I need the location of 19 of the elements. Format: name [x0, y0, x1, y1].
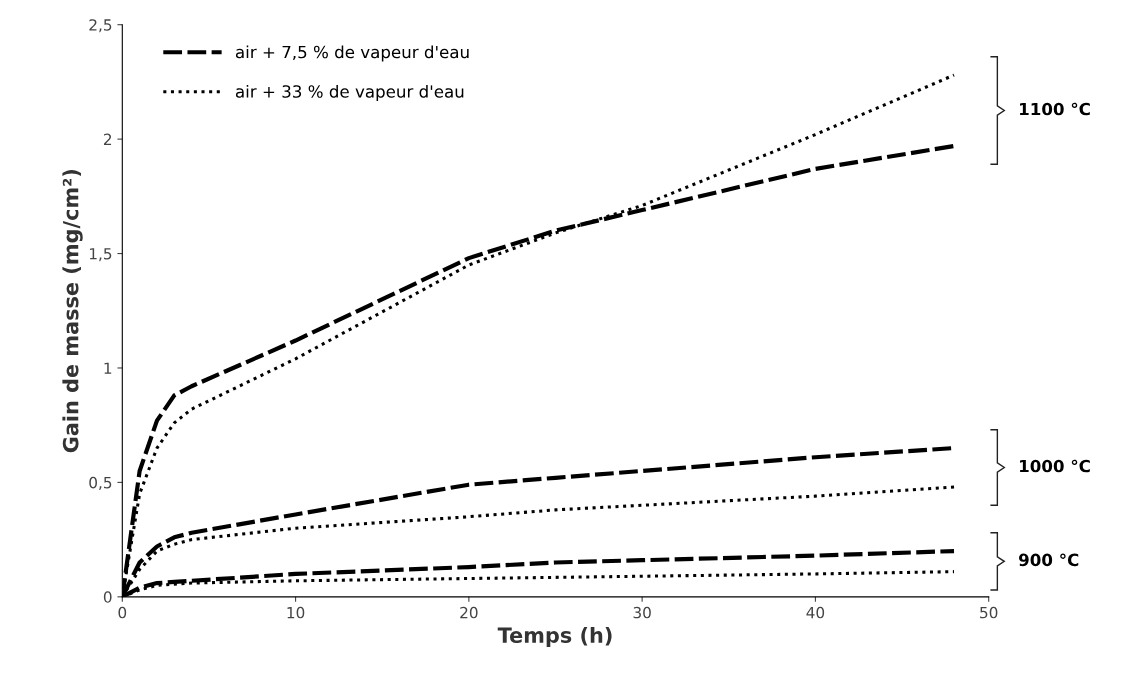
y-axis-title: Gain de masse (mg/cm²)	[62, 170, 83, 453]
y-tick-label: 0	[103, 591, 112, 603]
y-tick-label: 1	[104, 362, 112, 374]
y-tick-label: 1,5	[89, 248, 112, 262]
y-tick-label: 0,5	[89, 476, 112, 490]
x-tick-label: 40	[806, 606, 825, 619]
y-tick-label: 2	[103, 133, 112, 145]
x-tick-label: 10	[287, 606, 305, 619]
legend-label: air + 7,5 % de vapeur d'eau	[235, 45, 469, 62]
x-axis-title: Temps (h)	[497, 626, 612, 648]
legend-label: air + 33 % de vapeur d'eau	[235, 84, 464, 102]
x-tick-label: 50	[980, 606, 998, 619]
x-tick-label: 20	[460, 606, 478, 619]
x-tick-label: 30	[633, 606, 651, 619]
text: 1100 °C	[1020, 102, 1090, 116]
text: 1000 °C	[1020, 459, 1090, 473]
text: 900 °C	[1019, 553, 1079, 567]
y-tick-label: 2,5	[89, 19, 112, 33]
x-tick-label: 0	[118, 606, 127, 619]
